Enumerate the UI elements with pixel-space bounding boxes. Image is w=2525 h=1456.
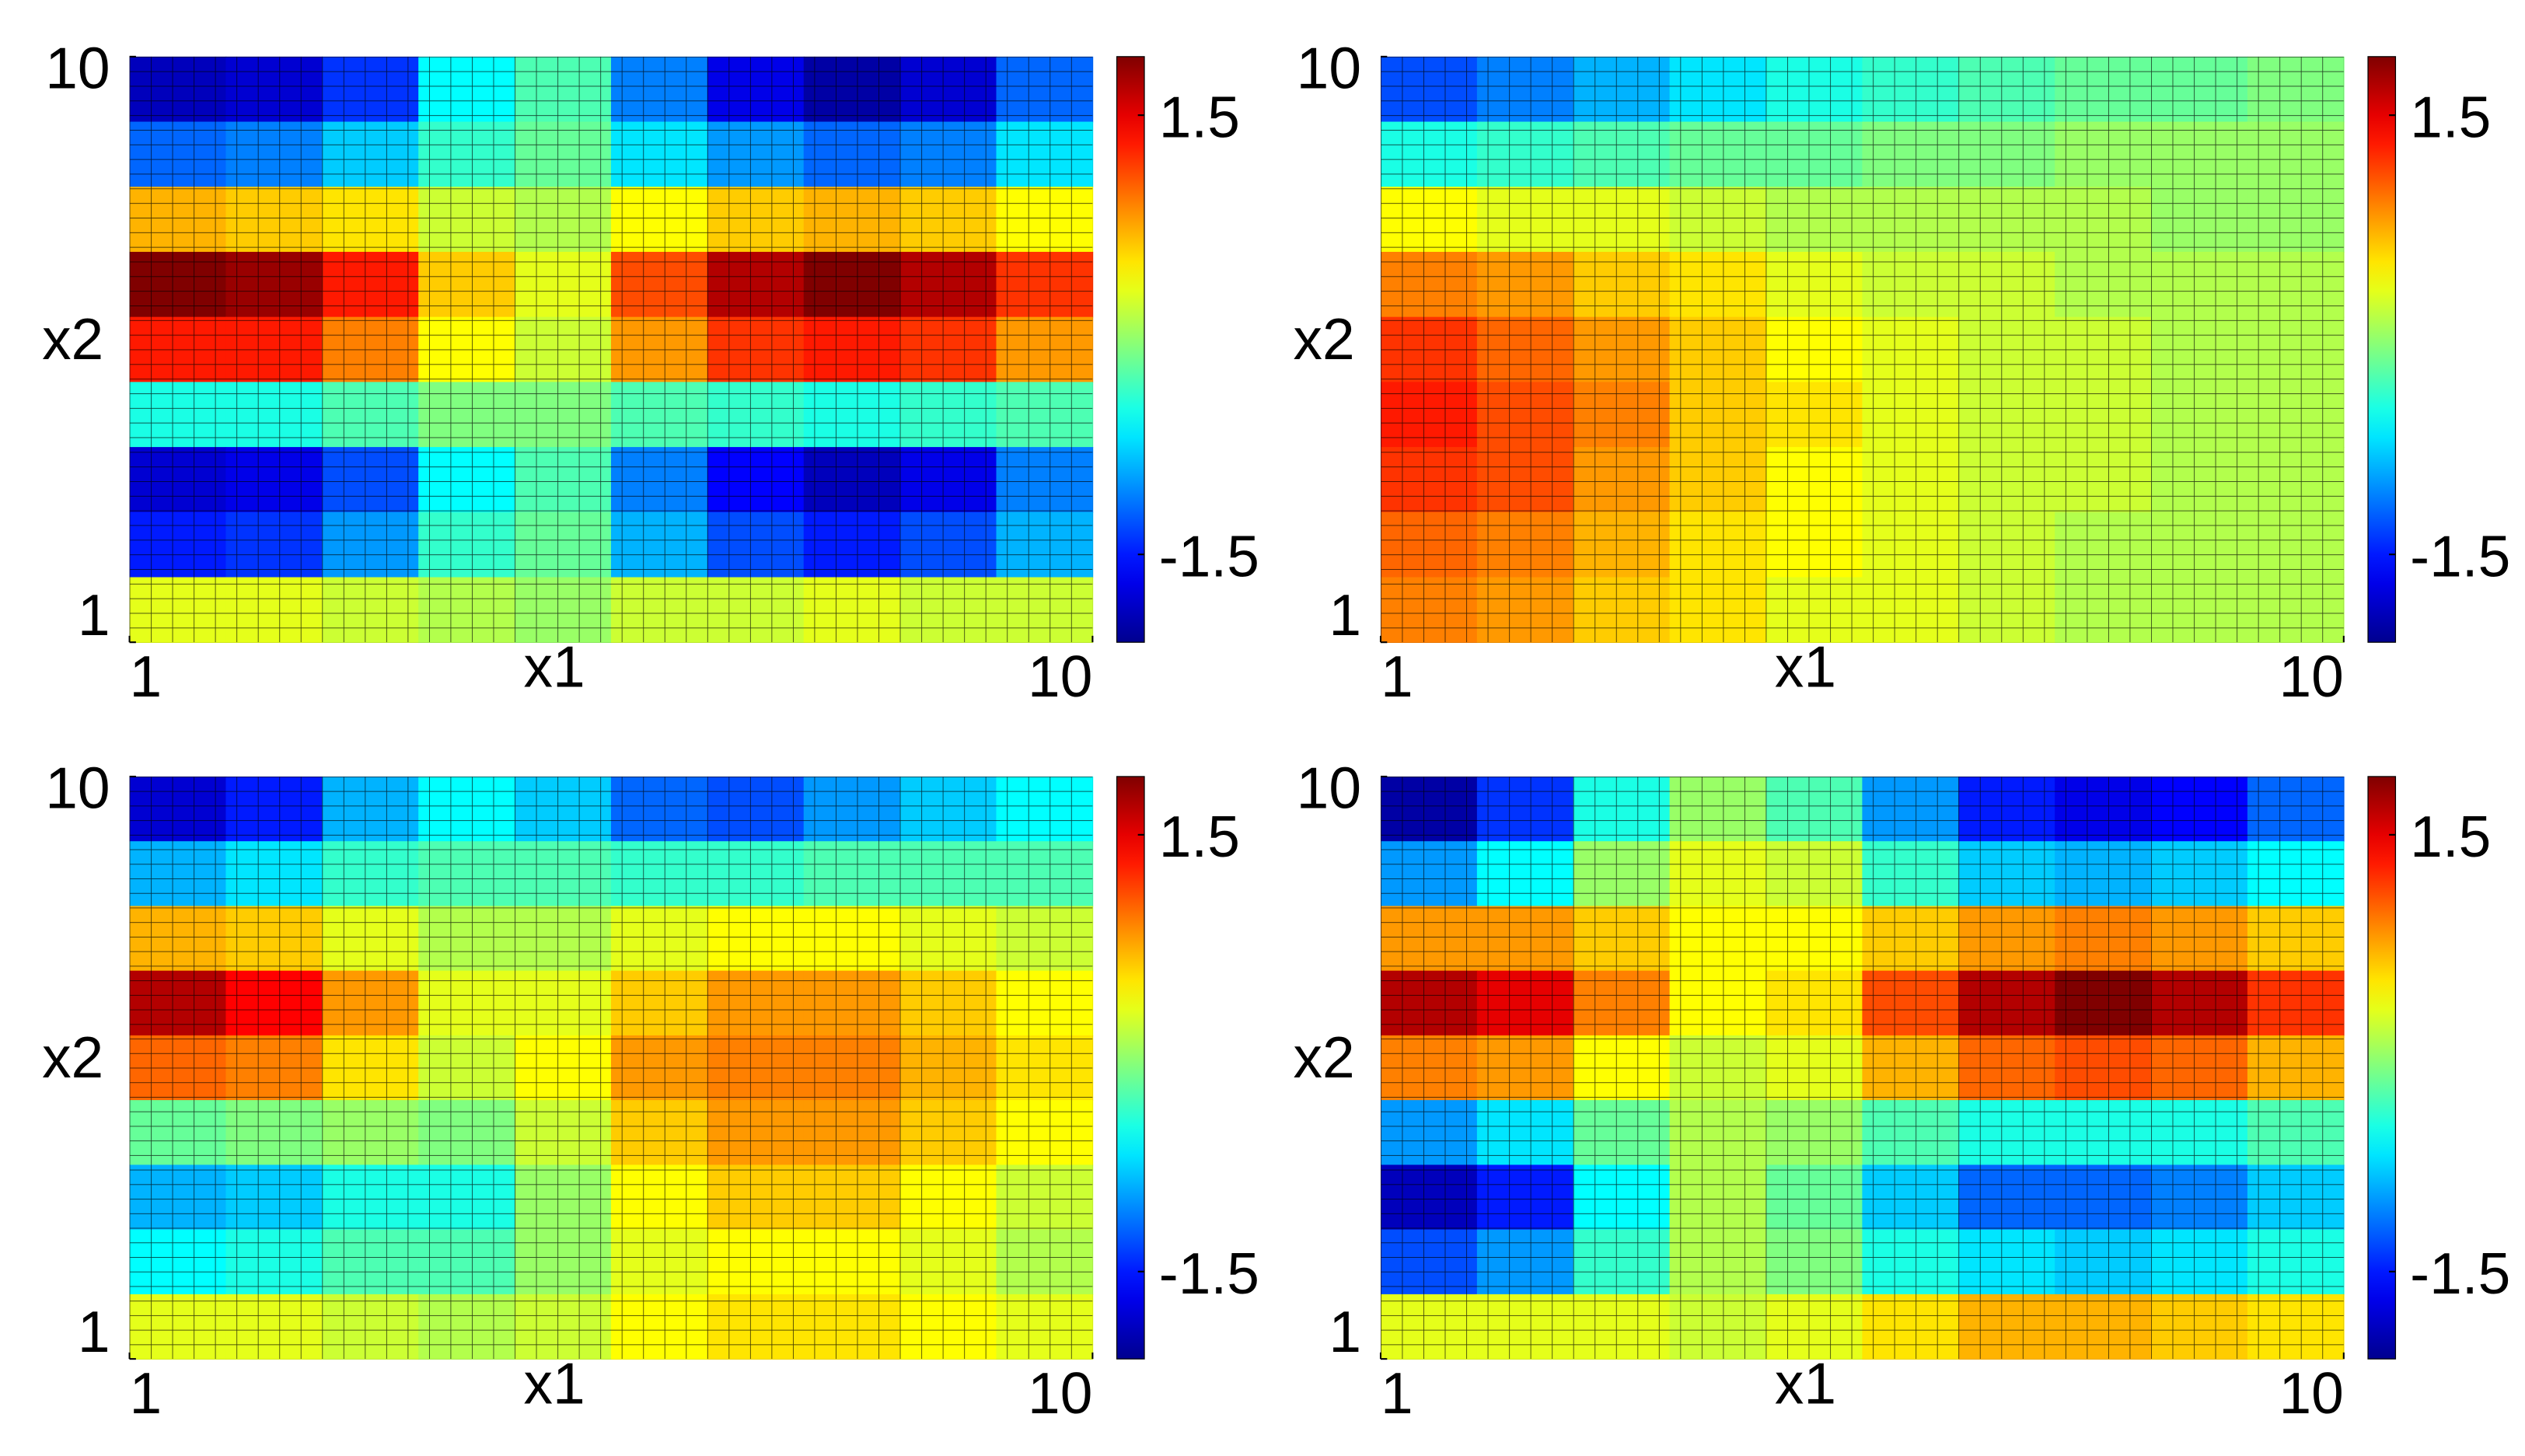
y-tick-label: 1 xyxy=(78,582,110,648)
y-tick-label: 10 xyxy=(1297,756,1361,821)
y-axis-label: x2 xyxy=(42,1025,103,1090)
colorbar-tick-label: 1.5 xyxy=(1159,804,1240,869)
y-axis-label: x2 xyxy=(1294,306,1355,372)
x-tick-label: 1 xyxy=(130,1360,162,1426)
x-tick-label: 10 xyxy=(1028,644,1092,709)
x-axis-label: x1 xyxy=(524,634,585,699)
y-axis-label: x2 xyxy=(1294,1025,1355,1090)
colorbar xyxy=(1116,776,1145,1360)
y-tick-label: 10 xyxy=(1297,35,1361,100)
x-tick-label: 10 xyxy=(2279,644,2343,709)
colorbar-tick-label: -1.5 xyxy=(2410,1241,2510,1306)
colorbar xyxy=(1116,56,1145,643)
x-tick-label: 1 xyxy=(1381,644,1413,709)
x-axis-label: x1 xyxy=(1775,634,1836,699)
y-tick-label: 1 xyxy=(1329,1299,1361,1364)
colorbar xyxy=(2367,776,2397,1360)
x-tick-label: 10 xyxy=(1028,1360,1092,1426)
mesh xyxy=(129,776,1093,1360)
x-tick-label: 1 xyxy=(1381,1360,1413,1426)
mesh xyxy=(1380,56,2344,643)
colorbar-tick-label: 1.5 xyxy=(1159,84,1240,149)
y-tick-label: 10 xyxy=(45,35,110,100)
y-tick-label: 10 xyxy=(45,756,110,821)
x-tick-label: 1 xyxy=(130,644,162,709)
y-tick-label: 1 xyxy=(1329,582,1361,648)
y-tick-label: 1 xyxy=(78,1299,110,1364)
colorbar xyxy=(2367,56,2397,643)
mesh xyxy=(1380,776,2344,1360)
colorbar-tick-label: -1.5 xyxy=(1159,523,1259,588)
mesh xyxy=(129,56,1093,643)
y-axis-label: x2 xyxy=(42,306,103,372)
colorbar-tick-label: 1.5 xyxy=(2410,804,2491,869)
colorbar-tick-label: -1.5 xyxy=(2410,523,2510,588)
x-tick-label: 10 xyxy=(2279,1360,2343,1426)
x-axis-label: x1 xyxy=(1775,1350,1836,1416)
x-axis-label: x1 xyxy=(524,1350,585,1416)
colorbar-tick-label: -1.5 xyxy=(1159,1241,1259,1306)
colorbar-tick-label: 1.5 xyxy=(2410,84,2491,149)
